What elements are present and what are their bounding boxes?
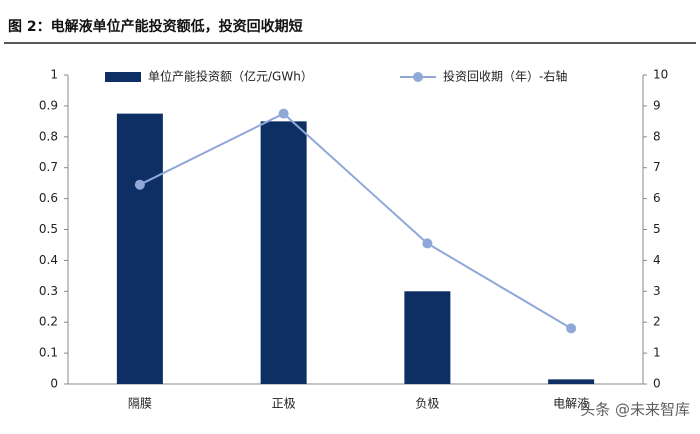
line-point: [278, 108, 289, 119]
x-tick-label: 正极: [272, 397, 296, 411]
y-tick-label: 0.6: [39, 191, 58, 205]
y2-tick-label: 9: [653, 98, 661, 112]
line: [139, 112, 572, 330]
y2-tick-label: 0: [653, 377, 661, 391]
bar: [116, 113, 163, 384]
y2-tick-label: 5: [653, 222, 661, 236]
line-point: [566, 323, 577, 334]
y-tick-label: 0.7: [39, 160, 58, 174]
watermark: 头条 @未来智库: [580, 401, 690, 419]
y-tick-label: 0.2: [39, 315, 58, 329]
y-tick-label: 1: [50, 68, 58, 82]
bar: [404, 291, 451, 384]
line-point: [134, 179, 145, 190]
y-tick-label: 0.3: [39, 284, 58, 298]
y-tick-label: 0.9: [39, 98, 58, 112]
y-tick-label: 0.8: [39, 129, 58, 143]
y-tick-label: 0.1: [39, 346, 58, 360]
y2-tick-label: 3: [653, 284, 661, 298]
legend-marker: [413, 72, 423, 82]
y2-tick-label: 10: [653, 68, 668, 82]
bar: [548, 379, 595, 384]
y-tick-label: 0.4: [39, 253, 58, 267]
x-tick-label: 电解液: [553, 396, 589, 411]
legend-label: 单位产能投资额（亿元/GWh）: [148, 69, 313, 84]
y-tick-label: 0: [50, 377, 58, 391]
legend-swatch: [105, 72, 141, 82]
x-tick-label: 负极: [415, 397, 439, 411]
legend-label: 投资回收期（年）-右轴: [443, 69, 567, 84]
y2-tick-label: 4: [653, 253, 661, 267]
y2-tick-label: 7: [653, 160, 661, 174]
y2-tick-label: 8: [653, 129, 661, 143]
x-tick-label: 隔膜: [128, 397, 152, 411]
y-tick-label: 0.5: [39, 222, 58, 236]
y2-tick-label: 6: [653, 191, 661, 205]
y2-tick-label: 2: [653, 315, 661, 329]
bar: [260, 121, 307, 384]
line-point: [422, 238, 433, 249]
chart-title: 图 2：电解液单位产能投资额低，投资回收期短: [8, 18, 303, 35]
y2-tick-label: 1: [653, 346, 661, 360]
